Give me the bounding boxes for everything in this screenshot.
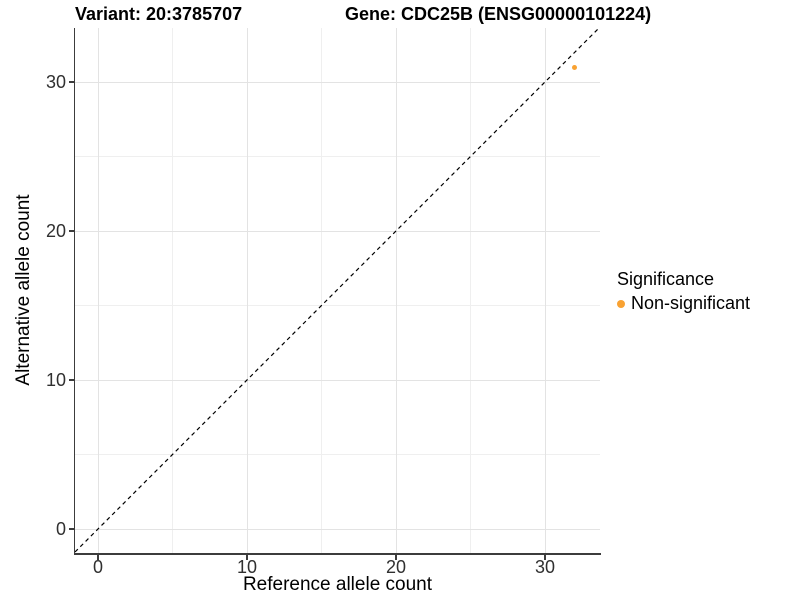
gridline-major-x-0: [97, 28, 99, 553]
gridline-minor-y-15: [75, 305, 600, 306]
legend-point-swatch-icon: [617, 299, 625, 308]
y-axis-title: Alternative allele count: [13, 194, 34, 386]
x-tick-10: [246, 554, 248, 560]
x-axis-line: [73, 553, 601, 555]
x-axis-title: Reference allele count: [242, 574, 433, 595]
gridline-major-y-10: [75, 379, 600, 381]
x-tick-label-20: 20: [385, 557, 407, 577]
plot-title-variant: Variant: 20:3785707: [75, 4, 243, 24]
y-axis-line: [73, 28, 75, 555]
y-tick-label-30: 30: [45, 72, 66, 92]
gridline-major-y-0: [75, 528, 600, 530]
legend-item-non-significant: Non-significant: [617, 293, 750, 314]
legend: Significance Non-significant: [617, 269, 750, 314]
y-tick-20: [69, 230, 74, 232]
gridline-major-y-20: [75, 230, 600, 232]
gridline-minor-y-25: [75, 156, 600, 157]
x-tick-0: [97, 554, 99, 560]
x-tick-label-10: 10: [236, 557, 258, 577]
legend-title: Significance: [617, 269, 715, 289]
y-tick-label-0: 0: [55, 519, 66, 539]
gridline-minor-x-25: [470, 28, 471, 553]
x-tick-label-30: 30: [534, 557, 556, 577]
identity-reference-line: [75, 28, 600, 553]
data-point-non-significant: [572, 64, 578, 70]
y-tick-label-20: 20: [45, 221, 66, 241]
gridline-major-x-30: [544, 28, 546, 553]
plot-title-gene: Gene: CDC25B (ENSG00000101224): [345, 4, 652, 24]
y-tick-label-10: 10: [45, 370, 66, 390]
y-tick-0: [69, 528, 74, 530]
y-tick-10: [69, 379, 74, 381]
gridline-minor-x-5: [172, 28, 173, 553]
x-tick-label-0: 0: [92, 557, 104, 577]
legend-item-label: Non-significant: [631, 293, 751, 313]
gridline-minor-y-5: [75, 454, 600, 455]
x-tick-20: [395, 554, 397, 560]
plot-panel: [75, 28, 600, 553]
x-tick-30: [544, 554, 546, 560]
gridline-major-y-30: [75, 81, 600, 83]
gridline-major-x-10: [246, 28, 248, 553]
gridline-major-x-20: [395, 28, 397, 553]
gridline-minor-x-15: [321, 28, 322, 553]
y-tick-30: [69, 81, 74, 83]
